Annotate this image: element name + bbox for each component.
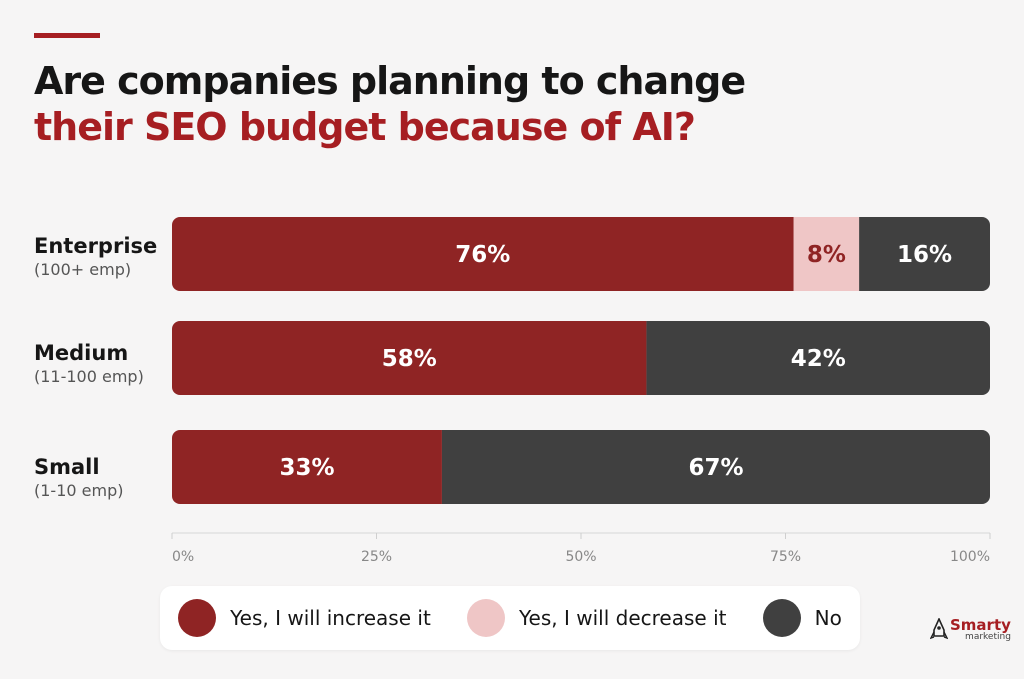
brand-logo: Smarty marketing	[930, 618, 1011, 642]
data-label-increase: 76%	[455, 242, 510, 268]
legend-item-decrease: Yes, I will decrease it	[467, 599, 726, 637]
row-label-enterprise: Enterprise (100+ emp)	[34, 233, 157, 281]
chart-title-line-2: their SEO budget because of AI?	[34, 105, 696, 149]
row-label-name: Small	[34, 455, 100, 479]
bar-segment-no	[441, 430, 990, 504]
x-tick-label: 0%	[172, 549, 194, 565]
bar-segment-no	[646, 321, 990, 395]
x-tick-label: 75%	[770, 549, 801, 565]
brand-name: Smarty	[950, 616, 1011, 634]
row-label-small: Small (1-10 emp)	[34, 454, 123, 502]
title-accent-bar	[34, 33, 100, 38]
row-label-sub: (100+ emp)	[34, 260, 132, 279]
bar-row-medium	[172, 321, 990, 395]
chart-title-line-1: Are companies planning to change	[34, 59, 746, 103]
legend-swatch-decrease	[467, 599, 505, 637]
x-tick-label: 50%	[565, 549, 596, 565]
x-tick-label: 25%	[361, 549, 392, 565]
stacked-bar-chart: 76% 8% 16% 58% 42% 33% 67% 0% 25% 50% 75% 100%	[171, 217, 991, 565]
brand-sub: marketing	[965, 632, 1011, 642]
legend-swatch-no	[762, 599, 801, 637]
x-tick-label: 100%	[950, 549, 990, 565]
legend-label-decrease: Yes, I will decrease it	[519, 606, 727, 630]
row-label-sub: (1-10 emp)	[34, 481, 124, 500]
legend-swatch-increase	[178, 599, 217, 637]
row-label-name: Medium	[34, 341, 129, 365]
chart-title: Are companies planning to change their S…	[34, 58, 746, 150]
legend-label-no: No	[814, 606, 842, 630]
rocket-logo-icon	[930, 618, 948, 640]
legend-item-increase: Yes, I will increase it	[178, 599, 431, 637]
data-label-decrease: 8%	[807, 242, 846, 268]
row-label-name: Enterprise	[34, 234, 158, 258]
legend-label-increase: Yes, I will increase it	[230, 606, 431, 630]
bar-segment-increase	[172, 430, 442, 504]
data-label-increase: 33%	[279, 455, 334, 481]
bar-row-small	[172, 430, 990, 504]
data-label-increase: 58%	[382, 346, 437, 372]
bar-segment-no	[859, 217, 990, 291]
data-label-no: 42%	[791, 346, 846, 372]
data-label-no: 67%	[688, 455, 743, 481]
bar-segment-increase	[172, 217, 794, 291]
bar-segment-decrease	[793, 217, 860, 291]
bar-row-enterprise	[172, 217, 990, 291]
legend-item-no: No	[762, 599, 842, 637]
row-label-medium: Medium (11-100 emp)	[34, 340, 144, 388]
bar-segment-increase	[172, 321, 647, 395]
chart-legend: Yes, I will increase it Yes, I will decr…	[160, 586, 860, 650]
data-label-no: 16%	[897, 242, 952, 268]
row-label-sub: (11-100 emp)	[34, 367, 144, 386]
